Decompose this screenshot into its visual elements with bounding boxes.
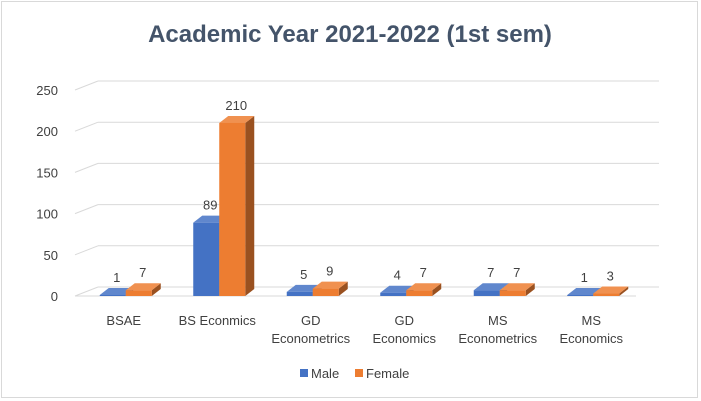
x-tick-label: MS xyxy=(582,313,602,328)
bar-male xyxy=(286,291,313,296)
bar-top xyxy=(499,283,535,291)
gridline-side xyxy=(74,80,99,91)
x-tick-label: MS xyxy=(488,313,508,328)
bar-female xyxy=(312,288,339,296)
gridline-side xyxy=(74,245,99,256)
data-label: 5 xyxy=(300,267,307,282)
y-tick-label: 200 xyxy=(36,124,58,139)
bar-female xyxy=(125,290,152,296)
x-axis: BSAE BS Econmics GD Econometrics GD Economics… xyxy=(106,313,623,346)
bars xyxy=(99,115,629,297)
x-tick-label: BS Econmics xyxy=(179,313,257,328)
legend-label-female: Female xyxy=(366,366,409,381)
bar-male xyxy=(380,292,407,296)
bar-side xyxy=(525,283,535,296)
bar-top xyxy=(125,283,161,291)
y-tick-label: 150 xyxy=(36,165,58,180)
data-label: 3 xyxy=(607,269,614,284)
legend-swatch-male xyxy=(300,369,308,377)
y-tick-label: 100 xyxy=(36,207,58,222)
data-label: 7 xyxy=(420,265,427,280)
data-label: 1 xyxy=(581,270,588,285)
y-tick-label: 250 xyxy=(36,83,58,98)
y-axis: 0 50 100 150 200 250 xyxy=(36,83,58,304)
bar-female xyxy=(406,290,433,296)
bar-top xyxy=(406,283,442,291)
chart-title: Academic Year 2021-2022 (1st sem) xyxy=(148,21,552,48)
gridline-side xyxy=(74,162,99,173)
bar-side xyxy=(245,115,255,297)
bar-male xyxy=(567,295,594,296)
bar-male xyxy=(99,295,126,296)
legend-label-male: Male xyxy=(311,366,339,381)
bar-side xyxy=(432,283,442,296)
x-tick-label: BSAE xyxy=(106,313,141,328)
bar-top xyxy=(473,283,509,291)
data-label: 9 xyxy=(326,264,333,279)
y-tick-label: 0 xyxy=(51,289,58,304)
x-tick-label: Economics xyxy=(559,331,623,346)
gridline-side xyxy=(74,286,99,297)
bar-top xyxy=(593,286,629,294)
data-label: 7 xyxy=(139,265,146,280)
bar-side xyxy=(151,283,161,296)
bar-top xyxy=(312,281,348,289)
data-label: 1 xyxy=(113,270,120,285)
x-tick-label: GD xyxy=(301,313,321,328)
data-label: 210 xyxy=(225,98,247,113)
data-label: 7 xyxy=(487,265,494,280)
data-label: 89 xyxy=(203,198,217,213)
bar-female xyxy=(499,290,526,296)
gridline-side xyxy=(74,121,99,132)
x-tick-label: GD xyxy=(395,313,415,328)
data-label: 4 xyxy=(394,268,401,283)
bar-side xyxy=(338,281,348,296)
bar-female xyxy=(219,122,246,297)
legend-swatch-female xyxy=(355,369,363,377)
bar-male xyxy=(473,290,500,296)
gridline-side xyxy=(74,204,99,215)
data-labels: 1 7 89 210 5 9 4 7 7 7 1 3 xyxy=(113,98,614,285)
x-tick-label: Econometrics xyxy=(458,331,537,346)
bar-female xyxy=(593,293,620,296)
x-tick-label: Economics xyxy=(372,331,436,346)
data-label: 7 xyxy=(513,265,520,280)
legend: Male Female xyxy=(300,366,409,381)
bar-male xyxy=(193,222,220,296)
y-tick-label: 50 xyxy=(44,248,58,263)
bar-side xyxy=(619,286,629,296)
gridlines xyxy=(74,80,659,297)
bar-top xyxy=(567,288,603,295)
bar-top xyxy=(219,115,255,123)
x-tick-label: Econometrics xyxy=(271,331,350,346)
